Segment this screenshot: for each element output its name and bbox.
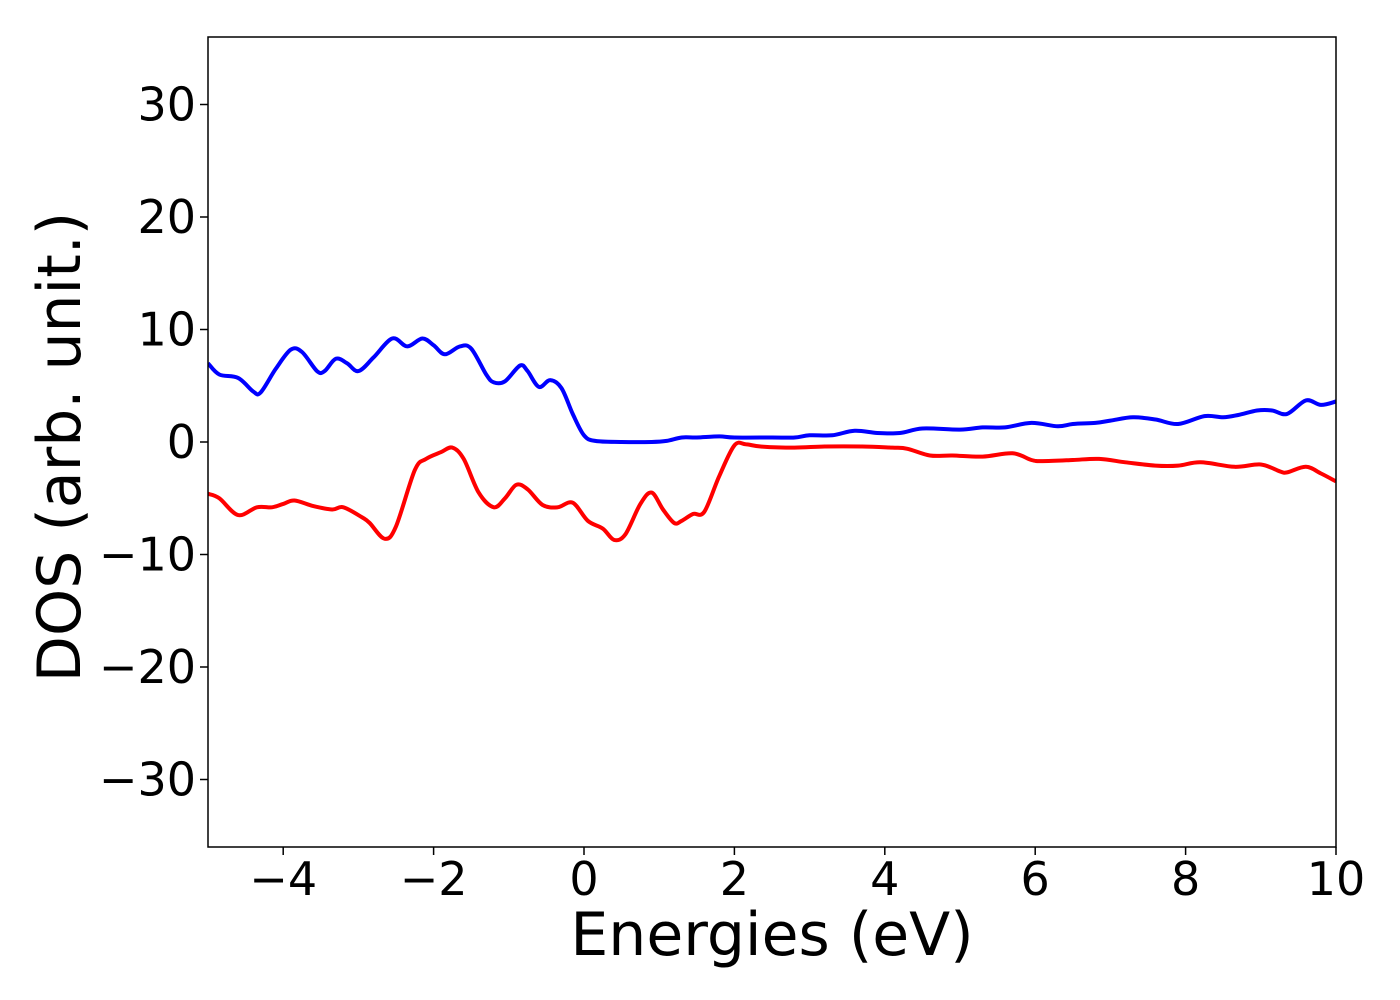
y-axis-ticks: 30 20 10 0 −10 −20 −30	[99, 78, 208, 807]
y-tick-label: −20	[99, 640, 196, 694]
y-tick-label: −10	[99, 528, 196, 582]
y-tick-label: 30	[137, 78, 196, 132]
y-tick-label: 10	[137, 303, 196, 357]
x-axis-label: Energies (eV)	[570, 900, 973, 970]
y-tick-label: 0	[167, 415, 196, 469]
series-line-blue	[208, 336, 1336, 445]
x-tick-label: 4	[870, 852, 899, 906]
plot-frame	[207, 36, 1337, 848]
series-line-red	[208, 440, 1336, 543]
y-tick-label: −30	[99, 753, 196, 807]
x-tick-label: 2	[720, 852, 749, 906]
x-axis-ticks: −4 −2 0 2 4 6 8 10	[249, 847, 1365, 906]
x-tick-label: 6	[1021, 852, 1050, 906]
x-tick-label: −4	[249, 852, 317, 906]
x-tick-label: 10	[1307, 852, 1366, 906]
y-tick-label: 20	[137, 190, 196, 244]
x-tick-label: 8	[1171, 852, 1200, 906]
x-tick-label: 0	[569, 852, 598, 906]
x-tick-label: −2	[400, 852, 468, 906]
y-axis-label: DOS (arb. unit.)	[25, 212, 95, 682]
series-layer	[208, 336, 1336, 543]
